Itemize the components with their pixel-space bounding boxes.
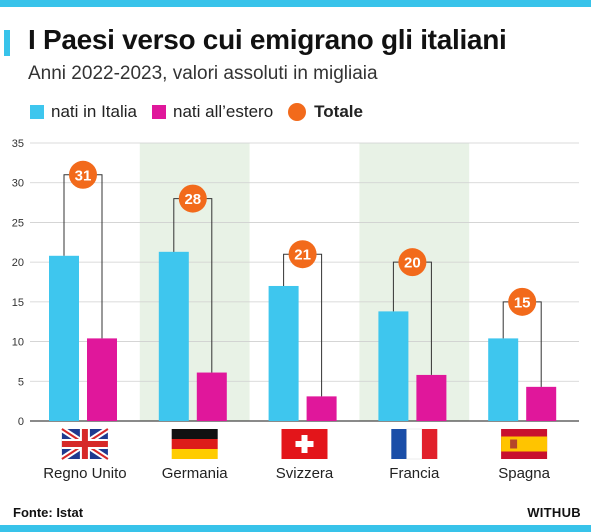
- swiss-flag-cross: [295, 441, 314, 447]
- bottom-accent-bar: [0, 525, 591, 532]
- bar-nati-italia: [158, 251, 189, 421]
- bar-nati-italia: [378, 311, 409, 421]
- y-tick-label: 15: [12, 297, 24, 309]
- top-accent-bar: [0, 0, 591, 7]
- france-flag-stripe: [421, 429, 438, 459]
- total-marker: [508, 287, 537, 316]
- bar-nati-estero: [526, 386, 557, 421]
- legend: nati in Italia nati all’estero Totale: [30, 101, 378, 123]
- bar-nati-estero: [416, 374, 447, 421]
- y-tick-label: 30: [12, 178, 24, 190]
- brand-logo: WITHUB: [527, 505, 581, 520]
- chart-title: I Paesi verso cui emigrano gli italiani: [28, 24, 507, 55]
- total-marker: [398, 248, 427, 277]
- legend-swatch-estero: [152, 105, 166, 119]
- legend-label-estero: nati all’estero: [173, 102, 274, 121]
- category-label: Francia: [389, 465, 440, 482]
- total-label: 28: [184, 191, 201, 208]
- total-label: 21: [294, 247, 311, 264]
- legend-label-italia: nati in Italia: [51, 102, 137, 121]
- legend-item-italia: nati in Italia: [30, 102, 137, 122]
- legend-swatch-italia: [30, 105, 44, 119]
- source-note: Fonte: Istat: [13, 505, 84, 520]
- uk-flag-cross-red: [61, 441, 108, 447]
- category-band: [359, 143, 470, 421]
- france-flag-icon: [391, 429, 407, 459]
- y-tick-label: 5: [18, 376, 24, 388]
- legend-dot-totale: [288, 103, 307, 121]
- total-label: 20: [404, 255, 421, 272]
- category-label: Svizzera: [276, 465, 334, 482]
- germany-flag-stripe: [171, 449, 218, 459]
- germany-flag-stripe: [171, 439, 218, 449]
- bar-nati-italia: [49, 255, 79, 421]
- bar-nati-estero: [87, 338, 117, 421]
- chart-subtitle: Anni 2022-2023, valori assoluti in migli…: [28, 63, 378, 84]
- bar-nati-estero: [196, 372, 227, 421]
- spain-flag-emblem: [510, 439, 518, 449]
- total-marker: [178, 184, 207, 213]
- bar-nati-italia: [268, 285, 299, 421]
- total-marker: [69, 160, 97, 189]
- y-tick-label: 10: [12, 337, 24, 349]
- total-label: 31: [75, 167, 92, 184]
- title-accent: [4, 30, 10, 56]
- y-tick-label: 0: [18, 416, 24, 428]
- y-tick-label: 25: [12, 217, 24, 229]
- bar-nati-estero: [306, 396, 337, 421]
- legend-label-totale: Totale: [314, 102, 363, 121]
- category-label: Germania: [162, 465, 229, 482]
- germany-flag-icon: [171, 429, 218, 439]
- total-label: 15: [514, 294, 531, 311]
- category-label: Spagna: [498, 465, 550, 482]
- category-band: [139, 143, 250, 421]
- spain-flag-stripe: [501, 436, 548, 452]
- category-label: Regno Unito: [43, 465, 126, 482]
- france-flag-stripe: [406, 428, 423, 460]
- total-marker: [288, 240, 317, 269]
- legend-item-totale: Totale: [288, 102, 363, 122]
- y-tick-label: 35: [12, 138, 24, 150]
- bar-chart: 0 5 10 15 20 25 30 35 31 Regno Unito 28 Germania 21 S…: [12, 138, 579, 482]
- bar-nati-italia: [488, 338, 519, 421]
- legend-item-estero: nati all’estero: [152, 102, 273, 122]
- y-tick-label: 20: [12, 257, 24, 269]
